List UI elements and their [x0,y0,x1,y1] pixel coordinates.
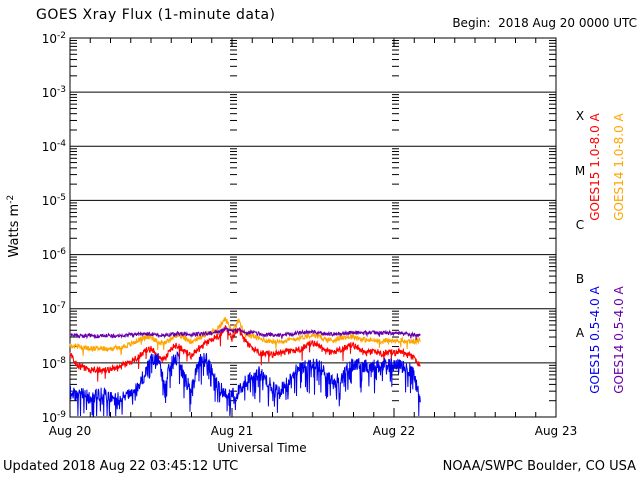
flux-class-x: X [575,109,585,123]
x-tick-aug22: Aug 22 [372,424,416,438]
y-tick-1e-9: 10-9 [41,410,66,425]
x-tick-aug23: Aug 23 [534,424,578,438]
legend-goes15-long: GOES15 1.0-8.0 A [588,113,602,221]
y-tick-1e-6: 10-6 [41,247,66,262]
legend-goes15-short: GOES15 0.5-4.0 A [588,286,602,394]
flux-class-m: M [574,164,586,178]
x-axis-title: Universal Time [217,441,307,455]
begin-time-label: Begin: 2018 Aug 20 0000 UTC [452,16,637,30]
flux-class-c: C [575,218,585,232]
flux-class-a: A [575,326,585,340]
y-tick-1e-7: 10-7 [41,301,66,316]
y-tick-1e-8: 10-8 [41,356,66,371]
legend-goes14-short: GOES14 0.5-4.0 A [612,286,626,394]
page-title: GOES Xray Flux (1-minute data) [36,7,276,23]
y-tick-1e-5: 10-5 [41,193,66,208]
source-attribution-label: NOAA/SWPC Boulder, CO USA [442,459,636,474]
updated-timestamp-label: Updated 2018 Aug 22 03:45:12 UTC [3,459,239,474]
flux-class-b: B [575,272,585,286]
legend-goes14-long: GOES14 1.0-8.0 A [612,113,626,221]
y-tick-1e-4: 10-4 [41,139,66,154]
y-axis-title: Watts m-2 [5,194,23,258]
x-tick-aug21: Aug 21 [210,424,254,438]
y-tick-1e-2: 10-2 [41,31,66,46]
y-tick-1e-3: 10-3 [41,85,66,100]
x-tick-aug20: Aug 20 [48,424,92,438]
